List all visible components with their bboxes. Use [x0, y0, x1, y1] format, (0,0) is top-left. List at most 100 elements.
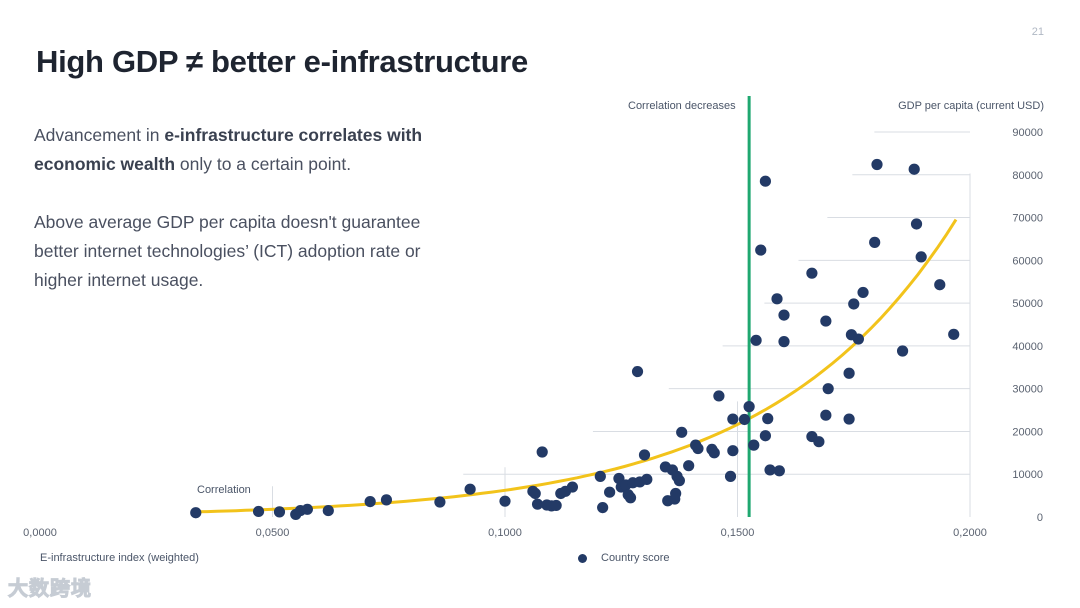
data-point	[301, 503, 313, 515]
data-point	[759, 175, 772, 187]
data-point	[857, 286, 869, 299]
y-tick-label: 40000	[1012, 341, 1043, 353]
data-point	[848, 298, 860, 310]
watermark-logo: 大数跨境	[8, 578, 92, 601]
data-point	[908, 163, 920, 175]
slide-title: High GDP ≠ better e-infrastructure	[36, 44, 528, 79]
body-text: Advancement in e-infrastructure correlat…	[34, 121, 434, 324]
data-point	[934, 279, 946, 291]
y-tick-label: 90000	[1012, 127, 1043, 139]
data-point	[597, 501, 609, 514]
data-point	[683, 460, 695, 472]
data-point	[673, 475, 685, 487]
data-point	[624, 492, 637, 504]
data-point	[910, 218, 923, 230]
data-point	[822, 383, 834, 395]
data-point	[869, 236, 881, 248]
data-point	[852, 333, 865, 345]
data-point	[813, 436, 825, 448]
data-points	[190, 158, 960, 521]
y-tick-label: 30000	[1012, 384, 1043, 396]
correlation-label: Correlation	[197, 484, 251, 496]
data-point	[594, 470, 606, 482]
data-point	[915, 251, 927, 263]
paragraph-1-tail: only to a certain point.	[175, 154, 352, 174]
data-point	[762, 413, 774, 425]
data-point	[252, 505, 265, 518]
x-tick-label: 0,1500	[721, 527, 755, 539]
data-point	[692, 442, 704, 455]
data-point	[531, 498, 544, 510]
data-point	[322, 504, 334, 517]
data-point	[759, 430, 772, 442]
data-point	[727, 413, 739, 425]
data-point	[820, 315, 832, 327]
legend-marker-icon	[578, 553, 587, 563]
y-tick-label: 10000	[1012, 469, 1043, 481]
data-point	[676, 426, 688, 438]
data-point	[820, 409, 832, 421]
legend: Country score	[578, 552, 669, 564]
data-point	[529, 487, 541, 500]
data-point	[713, 390, 725, 402]
data-point	[434, 496, 446, 508]
y-tick-label: 80000	[1012, 170, 1043, 182]
data-point	[727, 445, 739, 457]
data-point	[743, 401, 755, 413]
data-point	[806, 267, 818, 279]
y-tick-label: 0	[1037, 512, 1043, 524]
x-tick-label: 0,0000	[23, 527, 57, 539]
paragraph-1-lead: Advancement in	[34, 125, 165, 145]
data-point	[771, 293, 783, 305]
data-point	[638, 449, 651, 461]
data-point	[755, 244, 767, 256]
paragraph-2: Above average GDP per capita doesn't gua…	[34, 212, 421, 290]
y-axis-ticks: 0 10000 20000 30000 40000 50000 60000 70000 8000…	[1012, 127, 1043, 524]
data-point	[896, 345, 909, 357]
data-point	[550, 499, 562, 512]
data-point	[604, 486, 616, 498]
data-point	[724, 470, 737, 482]
data-point	[778, 309, 790, 321]
data-point	[499, 495, 511, 507]
data-point	[641, 473, 653, 485]
data-point	[536, 446, 548, 458]
data-point	[364, 496, 376, 508]
data-point	[380, 494, 393, 506]
page-number: 21	[1031, 26, 1044, 38]
data-point	[750, 334, 762, 346]
y-tick-label: 60000	[1012, 255, 1043, 267]
data-point	[566, 481, 579, 493]
y-axis-title: GDP per capita (current USD)	[898, 100, 1044, 112]
data-point	[631, 365, 644, 378]
x-tick-label: 0,2000	[953, 527, 987, 539]
y-tick-label: 70000	[1012, 213, 1043, 225]
threshold-label: Correlation decreases	[628, 100, 736, 112]
paragraph-1: Advancement in e-infrastructure correlat…	[34, 121, 434, 179]
x-axis-ticks: 0,0000 0,0500 0,1000 0,1500 0,2000	[23, 527, 987, 539]
legend-label: Country score	[601, 552, 670, 564]
data-point	[843, 413, 855, 425]
data-point	[843, 367, 855, 379]
data-point	[764, 464, 776, 476]
x-tick-label: 0,0500	[256, 527, 290, 539]
data-point	[778, 336, 790, 348]
y-tick-label: 20000	[1012, 426, 1043, 438]
data-point	[871, 158, 883, 171]
trend-line	[198, 218, 958, 514]
y-tick-label: 50000	[1012, 298, 1043, 310]
paragraph-1-bold: e-infrastructure correlates with economi…	[34, 125, 423, 174]
data-point	[273, 506, 286, 518]
data-point	[773, 465, 785, 477]
data-point	[708, 447, 720, 459]
data-point	[670, 487, 682, 500]
data-point	[948, 328, 960, 340]
data-point	[464, 483, 476, 495]
x-axis-title: E-infrastructure index (weighted)	[40, 552, 199, 564]
data-point	[748, 439, 760, 451]
x-tick-label: 0,1000	[488, 527, 522, 539]
data-point	[738, 413, 751, 426]
data-point	[190, 507, 202, 519]
chart-grid	[272, 131, 971, 517]
